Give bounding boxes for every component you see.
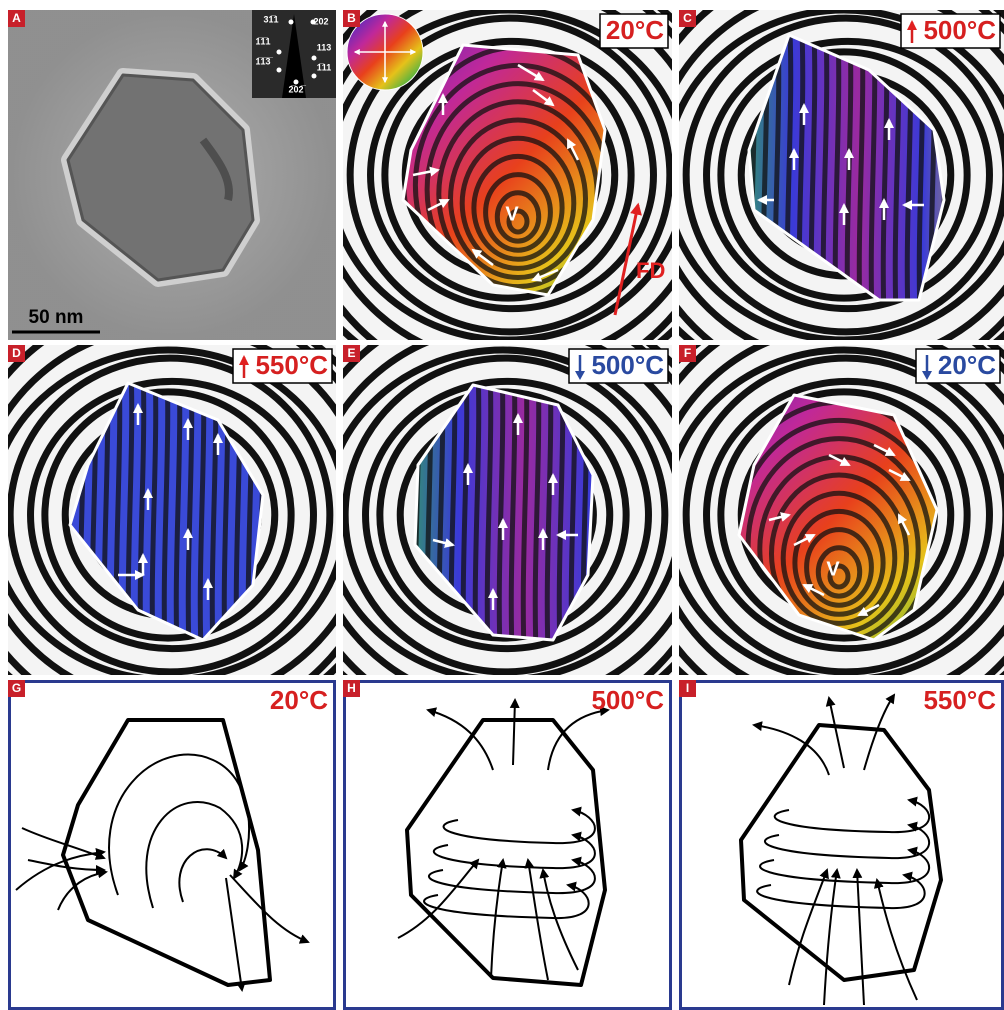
field-direction-label: FD (636, 258, 665, 283)
panel-letter: B (347, 11, 356, 25)
diffraction-label: 1̅1̅1 (255, 36, 270, 46)
vortex-label: V (826, 558, 840, 580)
temperature-label: 550°C (923, 685, 996, 715)
diffraction-label: 113 (317, 42, 332, 52)
diffraction-spot (277, 50, 282, 55)
temperature-label: 500°C (923, 15, 996, 45)
panel-letter: I (686, 681, 689, 695)
vortex-label: V (505, 203, 519, 225)
panel-letter: A (12, 11, 21, 25)
diffraction-spot (289, 20, 294, 25)
scale-bar-label: 50 nm (29, 307, 84, 328)
panel-letter: C (683, 11, 692, 25)
sketch-frame (345, 682, 671, 1009)
sketch-frame (681, 682, 1003, 1009)
diffraction-label: 1̅11 (317, 62, 332, 72)
panel: G 20°C (8, 680, 335, 1009)
panel-letter: E (347, 346, 355, 360)
temperature-label: 500°C (591, 350, 664, 380)
diffraction-label: 31̅1 (263, 14, 278, 24)
panel-letter: F (684, 346, 691, 360)
figure: 31̅12021̅1̅11̅1̅3̅1131̅112̅02̅50 nmAVFDB… (0, 0, 1004, 1010)
diffraction-label: 202 (313, 16, 328, 26)
temperature-label: 550°C (255, 350, 328, 380)
panel-letter: H (347, 681, 356, 695)
diffraction-spot (312, 74, 317, 79)
panel-letter: D (12, 346, 21, 360)
page: {"panels":[ {"letter":"A","scale_bar":"5… (0, 0, 1004, 1010)
panel: I 550°C (679, 680, 1003, 1009)
panel-letter: G (12, 681, 21, 695)
panel: H 500°C (343, 680, 671, 1009)
temperature-label: 20°C (938, 350, 996, 380)
diffraction-spot (277, 68, 282, 73)
temperature-label: 20°C (270, 685, 328, 715)
diffraction-spot (312, 56, 317, 61)
temperature-label: 20°C (606, 15, 664, 45)
temperature-label: 500°C (591, 685, 664, 715)
